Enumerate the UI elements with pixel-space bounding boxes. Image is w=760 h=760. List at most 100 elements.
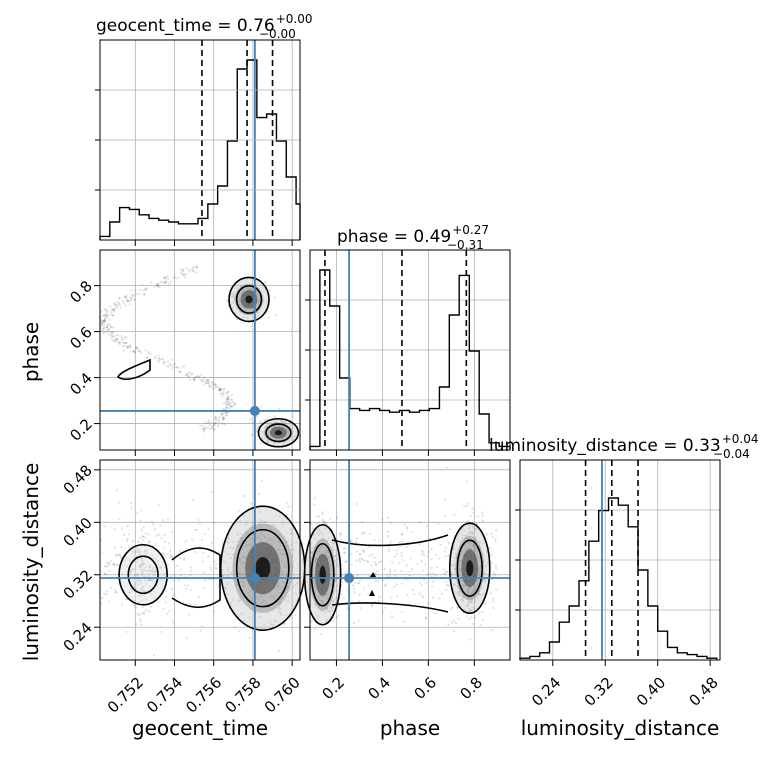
phase-vs-time-sample-215 <box>185 266 188 269</box>
distance-vs-phase-sample-113 <box>318 529 321 532</box>
distance-vs-time-sample-676 <box>260 519 263 522</box>
distance-vs-time-sample-443 <box>278 515 281 518</box>
distance-vs-time-sample-898 <box>170 555 173 558</box>
phase-vs-time-sample-605 <box>249 309 252 312</box>
phase-vs-time-density-1-3 <box>274 430 283 436</box>
phase-vs-time-sample-389 <box>186 375 190 378</box>
phase-vs-time-sample-169 <box>104 330 107 334</box>
phase-vs-time-sample-552 <box>211 381 214 384</box>
distance-vs-phase-sample-138 <box>471 533 474 536</box>
phase-vs-time-sample-110 <box>112 308 115 311</box>
distance-vs-phase-sample-828 <box>323 610 326 613</box>
distance-vs-time-sample-123 <box>255 526 258 529</box>
distance-vs-phase-sample-523 <box>321 599 324 603</box>
distance-vs-phase-sample-744 <box>473 546 477 550</box>
distance-vs-phase-sample-96 <box>443 550 447 553</box>
distance-vs-phase-sample-67 <box>320 608 323 611</box>
distance-vs-phase-sample-584 <box>311 552 314 555</box>
distance-vs-time-sample-444 <box>153 570 156 573</box>
distance-vs-phase-sample-727 <box>474 587 477 590</box>
phase-vs-time-sample-346 <box>226 300 229 303</box>
phase-vs-time-sample-630 <box>114 303 117 306</box>
phase-vs-time-sample-447 <box>214 416 217 419</box>
distance-vs-phase-sample-381 <box>317 528 320 531</box>
phase-vs-time-sample-511 <box>245 316 248 319</box>
phase-vs-time-sample-458 <box>146 356 149 359</box>
distance-vs-phase-sample-282 <box>478 571 481 574</box>
distance-vs-time-sample-247 <box>142 526 145 529</box>
phase-vs-time-sample-599 <box>205 382 208 385</box>
phase-vs-time-sample-0 <box>205 379 208 382</box>
distance-vs-phase-xtick-label-2: 0.6 <box>410 673 440 703</box>
distance-vs-time-sample-417 <box>144 566 147 569</box>
distance-vs-phase-sample-811 <box>454 556 457 559</box>
distance-vs-time-ytick-label-2: 0.40 <box>60 514 96 550</box>
phase-vs-time-sample-209 <box>233 299 236 302</box>
distance-vs-phase-sample-677 <box>324 550 327 553</box>
distance-vs-time-sample-642 <box>136 612 139 615</box>
distance-vs-phase-sample-748 <box>368 575 371 578</box>
distance-vs-time-sample-752 <box>129 569 132 572</box>
phase-vs-time-sample-135 <box>222 416 225 419</box>
phase-vs-time-sample-508 <box>246 287 249 290</box>
phase-vs-time-sample-197 <box>128 299 131 302</box>
distance-vs-phase-sample-42 <box>445 466 448 469</box>
distance-vs-time-sample-191 <box>260 479 263 482</box>
title-phase-plus: +0.27 <box>452 223 489 237</box>
distance-vs-time-sample-496 <box>258 535 261 539</box>
phase-vs-time-sample-555 <box>163 276 166 280</box>
distance-vs-time-sample-84 <box>273 594 276 597</box>
phase-vs-time-sample-463 <box>191 267 194 270</box>
distance-vs-time-sample-160 <box>148 575 151 578</box>
distance-vs-time-sample-59 <box>185 602 189 605</box>
phase-vs-time-sample-248 <box>158 285 161 288</box>
distance-vs-time-sample-702 <box>120 556 123 559</box>
phase-vs-time-sample-256 <box>255 429 258 432</box>
distance-vs-phase-xtick-label-3: 0.8 <box>456 673 486 703</box>
distance-vs-phase-sample-335 <box>430 566 433 569</box>
phase-vs-time-sample-240 <box>284 422 287 425</box>
distance-vs-phase-sample-541 <box>466 524 470 527</box>
distance-vs-time-sample-177 <box>126 538 129 541</box>
distance-vs-time-sample-150 <box>183 584 186 587</box>
distance-vs-time-sample-670 <box>268 536 271 540</box>
distance-vs-phase-sample-594 <box>330 582 333 585</box>
distance-vs-phase-sample-648 <box>336 615 339 619</box>
distance-vs-time-sample-623 <box>131 549 134 553</box>
distance-vs-phase-sample-239 <box>471 592 474 595</box>
phase-vs-time-sample-134 <box>218 421 221 424</box>
distance-vs-time-sample-891 <box>266 540 269 543</box>
phase-vs-time-sample-617 <box>118 342 121 345</box>
distance-vs-phase-sample-618 <box>478 590 481 593</box>
distance-vs-time-sample-509 <box>137 600 140 603</box>
distance-vs-time-sample-37 <box>142 570 145 573</box>
distance-vs-phase-sample-780 <box>321 534 324 537</box>
distance-vs-time-sample-507 <box>144 579 147 582</box>
distance-vs-phase-sample-897 <box>427 602 430 605</box>
distance-vs-time-sample-320 <box>114 591 117 594</box>
phase-vs-time-sample-58 <box>110 311 113 314</box>
distance-vs-phase-sample-858 <box>400 551 403 554</box>
distance-vs-time-sample-364 <box>284 598 287 602</box>
phase-vs-time-sample-210 <box>212 383 215 386</box>
distance-vs-time-sample-548 <box>234 552 237 556</box>
phase-vs-time-sample-216 <box>215 386 218 389</box>
phase-vs-time-sample-96 <box>143 293 146 296</box>
phase-vs-time-sample-660 <box>291 415 294 418</box>
distance-vs-time-sample-459 <box>180 574 183 577</box>
distance-vs-time-sample-294 <box>106 565 109 568</box>
distance-vs-time-sample-767 <box>285 502 288 505</box>
distance-vs-phase-sample-872 <box>313 627 316 630</box>
distance-vs-phase-sample-783 <box>425 581 428 584</box>
distance-vs-phase-sample-229 <box>325 522 328 525</box>
phase-vs-time-ytick-label-0: 0.2 <box>66 415 96 445</box>
distance-vs-time-sample-841 <box>280 613 283 616</box>
distance-vs-phase-sample-777 <box>454 621 457 625</box>
phase-vs-time-sample-133 <box>292 438 295 441</box>
distance-vs-phase-sample-803 <box>470 600 473 603</box>
distance-vs-phase-sample-749 <box>325 618 329 621</box>
distance-vs-phase-sample-120 <box>475 579 478 582</box>
phase-vs-time-sample-8 <box>145 287 148 290</box>
distance-vs-time-sample-412 <box>242 561 245 564</box>
distance-vs-phase-sample-286 <box>418 581 422 584</box>
